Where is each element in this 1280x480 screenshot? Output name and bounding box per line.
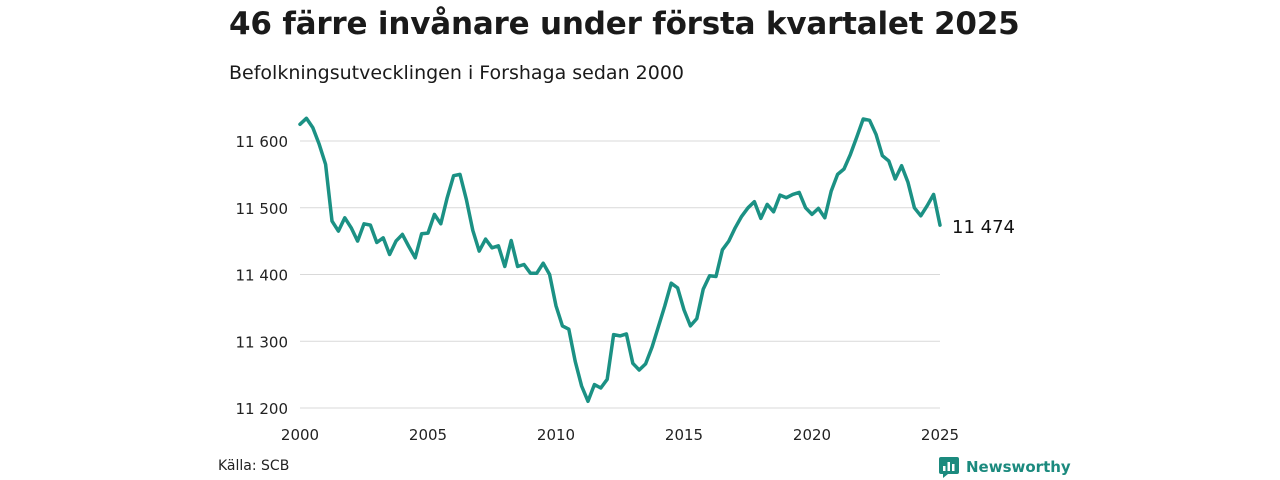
y-axis-ticks: 11 200 11 300 11 400 11 500 11 600 (236, 133, 289, 418)
chart-title: 46 färre invånare under första kvartalet… (229, 6, 1020, 42)
y-tick-label: 11 200 (236, 400, 289, 418)
x-tick-label: 2000 (281, 426, 319, 444)
y-tick-label: 11 300 (236, 333, 289, 351)
gridlines (300, 140, 940, 409)
newsworthy-icon (939, 457, 959, 478)
series-line (298, 116, 942, 404)
chart-subtitle: Befolkningsutvecklingen i Forshaga sedan… (229, 62, 685, 84)
x-axis-ticks: 2000 2005 2010 2015 2020 2025 (281, 426, 959, 444)
y-tick-label: 11 600 (236, 133, 289, 151)
x-tick-label: 2020 (793, 426, 831, 444)
x-tick-label: 2025 (921, 426, 959, 444)
y-tick-label: 11 400 (236, 267, 289, 285)
end-value-label: 11 474 (952, 217, 1015, 238)
x-tick-label: 2015 (665, 426, 703, 444)
y-tick-label: 11 500 (236, 200, 289, 218)
x-tick-label: 2005 (409, 426, 447, 444)
end-value-group: 11 474 (952, 217, 1015, 238)
brand-logo: Newsworthy (938, 456, 1071, 478)
series-group (298, 116, 942, 404)
source-note: Källa: SCB (218, 458, 290, 474)
x-tick-label: 2010 (537, 426, 575, 444)
brand-name: Newsworthy (966, 458, 1071, 476)
